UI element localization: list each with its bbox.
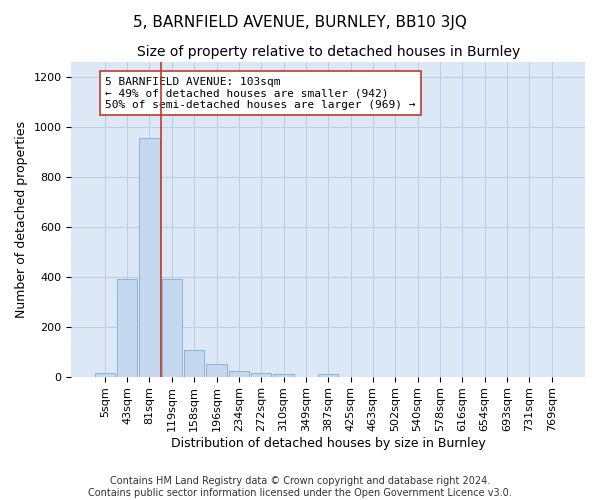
Y-axis label: Number of detached properties: Number of detached properties — [15, 120, 28, 318]
Text: Contains HM Land Registry data © Crown copyright and database right 2024.
Contai: Contains HM Land Registry data © Crown c… — [88, 476, 512, 498]
Bar — [318, 374, 338, 376]
Title: Size of property relative to detached houses in Burnley: Size of property relative to detached ho… — [137, 45, 520, 59]
Bar — [229, 371, 249, 376]
Bar — [274, 374, 293, 376]
Text: 5 BARNFIELD AVENUE: 103sqm
← 49% of detached houses are smaller (942)
50% of sem: 5 BARNFIELD AVENUE: 103sqm ← 49% of deta… — [105, 76, 416, 110]
Text: 5, BARNFIELD AVENUE, BURNLEY, BB10 3JQ: 5, BARNFIELD AVENUE, BURNLEY, BB10 3JQ — [133, 15, 467, 30]
Bar — [95, 374, 115, 376]
X-axis label: Distribution of detached houses by size in Burnley: Distribution of detached houses by size … — [171, 437, 485, 450]
Bar — [139, 138, 160, 376]
Bar — [117, 279, 137, 376]
Bar — [206, 364, 227, 376]
Bar — [184, 350, 204, 376]
Bar — [162, 279, 182, 376]
Bar — [251, 373, 271, 376]
